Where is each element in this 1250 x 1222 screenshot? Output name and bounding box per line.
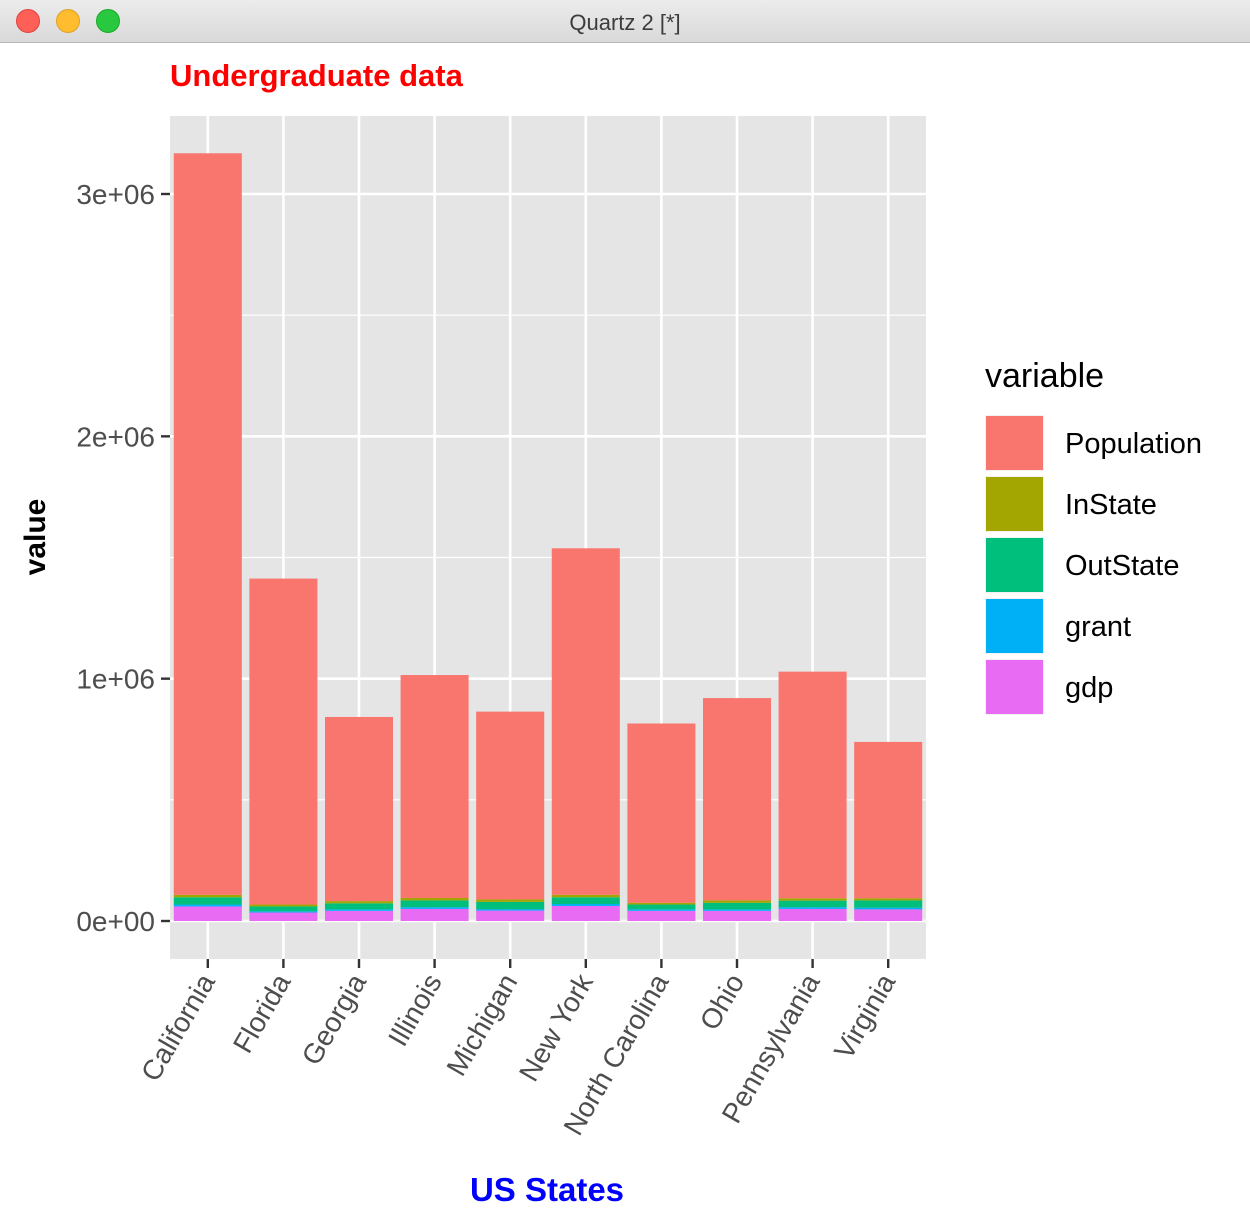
minimize-window-button[interactable] [56,9,80,33]
bar-segment-outstate-ohio [702,902,772,910]
legend-label-outstate: OutState [1065,550,1179,582]
bar-segment-population-pennsylvania [778,671,847,899]
bar-segment-population-florida [249,578,318,905]
bar-segment-gdp-michigan [476,910,545,921]
bar-segment-population-michigan [476,711,545,900]
y-axis: 0e+00 1e+06 2e+06 3e+06 [76,179,170,937]
x-tick-label: Ohio [694,969,750,1036]
bar-segment-grant-new-york [551,904,620,906]
bar-segment-outstate-pennsylvania [778,900,847,908]
bar-segment-instate-ohio [702,900,772,903]
close-window-button[interactable] [16,9,40,33]
legend-swatch-grant [986,599,1043,653]
bar-segment-outstate-illinois [400,900,469,908]
bar-segment-gdp-illinois [400,908,469,921]
x-tick-label: Florida [227,968,297,1058]
bar-segment-grant-michigan [476,909,545,911]
bar-segment-outstate-michigan [476,901,545,910]
bar-segment-instate-michigan [476,899,545,902]
x-axis-title: US States [470,1171,624,1208]
bar-segment-population-illinois [400,675,469,898]
stacked-bar-chart: 0e+00 1e+06 2e+06 3e+06 California FloridaGe… [19,58,1202,1208]
bars [173,153,923,921]
bar-segment-instate-north-carolina [627,902,696,905]
window-titlebar: Quartz 2 [*] [0,0,1250,43]
bar-segment-population-north-carolina [627,723,696,903]
bar-segment-gdp-pennsylvania [778,908,847,921]
legend-label-grant: grant [1065,611,1131,643]
legend-swatch-population [986,416,1043,470]
bar-segment-outstate-north-carolina [627,904,696,910]
bar-segment-population-virginia [854,741,923,899]
bar-segment-gdp-ohio [702,910,772,921]
bar-segment-grant-ohio [702,909,772,911]
x-tick-label: New York [513,968,599,1087]
bar-segment-outstate-georgia [324,903,394,910]
bar-segment-outstate-virginia [854,900,923,908]
bar-segment-gdp-california [173,906,242,921]
legend-swatch-outstate [986,538,1043,592]
bar-segment-grant-virginia [854,907,923,910]
bar-segment-grant-north-carolina [627,909,696,911]
bar-segment-grant-florida [249,911,318,913]
y-tick-label: 0e+00 [76,906,155,937]
bar-segment-gdp-georgia [324,910,394,921]
bar-segment-grant-california [173,904,242,907]
bar-segment-population-california [173,153,242,895]
legend: variable Population InState OutState grant g… [985,357,1202,715]
x-tick-label: California [135,968,221,1086]
bar-segment-instate-georgia [324,901,394,904]
window-title: Quartz 2 [*] [569,10,681,35]
y-tick-label: 2e+06 [76,421,155,452]
bar-segment-grant-pennsylvania [778,907,847,909]
y-axis-title: value [19,499,52,576]
bar-segment-gdp-north-carolina [627,910,696,921]
x-tick-label: Georgia [296,968,373,1070]
x-tick-label: Illinois [382,969,448,1052]
legend-label-gdp: gdp [1065,672,1113,704]
legend-label-instate: InState [1065,489,1157,521]
bar-segment-grant-georgia [324,909,394,911]
bar-segment-grant-illinois [400,907,469,909]
bar-segment-outstate-new-york [551,897,620,905]
bar-segment-population-new-york [551,548,620,895]
bar-segment-outstate-florida [249,906,318,912]
legend-label-population: Population [1065,428,1202,460]
bar-segment-gdp-florida [249,912,318,921]
bar-segment-instate-california [173,894,242,898]
bar-segment-gdp-new-york [551,905,620,921]
bar-segment-instate-pennsylvania [778,898,847,901]
bar-segment-outstate-california [173,897,242,905]
bar-segment-population-ohio [702,698,772,901]
x-tick-label: Michigan [441,969,524,1082]
y-tick-label: 1e+06 [76,664,155,695]
bar-segment-gdp-virginia [854,909,923,921]
bar-segment-instate-florida [249,904,318,907]
legend-title: variable [985,357,1104,395]
maximize-window-button[interactable] [96,9,120,33]
chart-title: Undergraduate data [170,58,464,93]
bar-segment-instate-illinois [400,897,469,901]
bar-segment-population-georgia [324,716,394,902]
legend-swatch-gdp [986,660,1043,714]
legend-swatch-instate [986,477,1043,531]
y-tick-label: 3e+06 [76,179,155,210]
x-tick-label: Virginia [828,968,901,1064]
bar-segment-instate-virginia [854,898,923,901]
bar-segment-instate-new-york [551,894,620,898]
